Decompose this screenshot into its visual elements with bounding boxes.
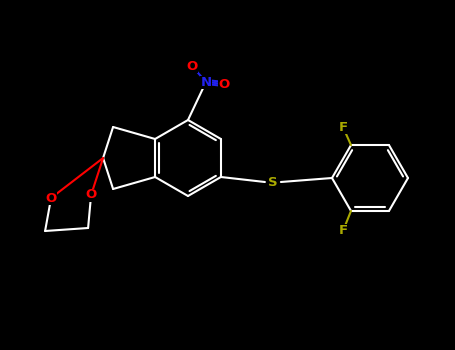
Text: F: F	[339, 224, 348, 237]
Text: O: O	[187, 60, 197, 72]
Text: F: F	[339, 121, 348, 134]
Text: N: N	[201, 76, 212, 89]
Text: S: S	[268, 175, 278, 189]
Text: O: O	[86, 189, 97, 202]
Text: O: O	[46, 191, 57, 204]
Text: O: O	[218, 77, 230, 91]
